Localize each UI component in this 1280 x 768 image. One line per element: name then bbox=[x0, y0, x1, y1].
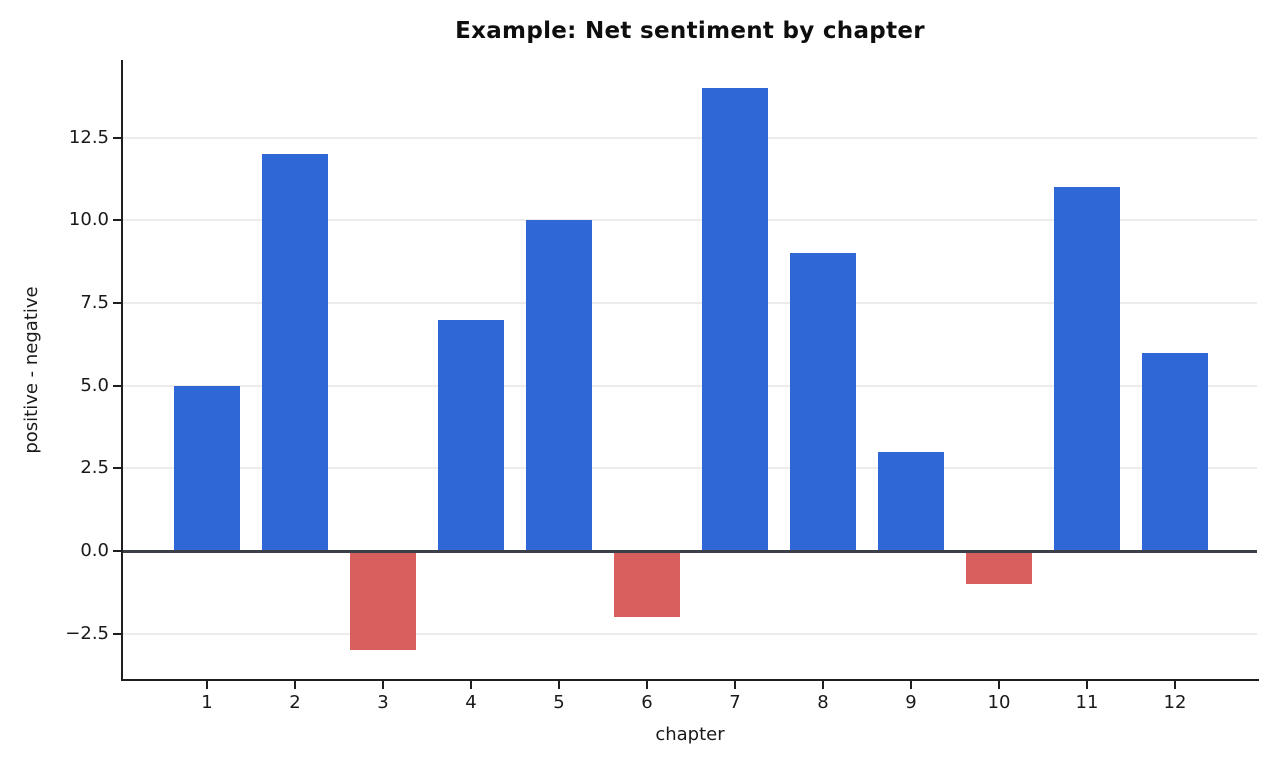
y-tick-label: 2.5 bbox=[80, 457, 109, 479]
bar-chapter-4 bbox=[438, 319, 504, 552]
y-tick-label: 5.0 bbox=[80, 374, 109, 396]
x-tick-label: 12 bbox=[1163, 692, 1187, 713]
x-tick-mark bbox=[1086, 681, 1088, 689]
bar-chapter-1 bbox=[174, 385, 240, 552]
x-tick-label: 5 bbox=[553, 692, 565, 713]
y-tick-mark bbox=[113, 467, 121, 470]
zero-line bbox=[123, 549, 1257, 553]
x-tick-label: 4 bbox=[465, 692, 477, 713]
bar-chapter-7 bbox=[702, 88, 768, 552]
x-tick-mark bbox=[470, 681, 472, 689]
x-axis-label: chapter bbox=[655, 724, 725, 745]
y-axis-spine bbox=[121, 60, 123, 681]
x-axis-spine bbox=[121, 679, 1259, 681]
x-tick-label: 1 bbox=[201, 692, 213, 713]
y-tick-label: 7.5 bbox=[80, 292, 109, 314]
chart-title: Example: Net sentiment by chapter bbox=[455, 18, 925, 44]
y-tick-mark bbox=[113, 219, 121, 222]
bar-chapter-5 bbox=[526, 220, 592, 552]
y-tick-label: 10.0 bbox=[68, 209, 109, 231]
y-tick-label: 0.0 bbox=[80, 540, 109, 562]
x-tick-mark bbox=[646, 681, 648, 689]
x-tick-mark bbox=[910, 681, 912, 689]
x-tick-mark bbox=[822, 681, 824, 689]
x-tick-mark bbox=[382, 681, 384, 689]
x-tick-label: 10 bbox=[987, 692, 1011, 713]
y-tick-label: 12.5 bbox=[68, 126, 109, 148]
gridline bbox=[123, 632, 1257, 635]
x-tick-mark bbox=[206, 681, 208, 689]
x-tick-label: 2 bbox=[289, 692, 301, 713]
bar-chapter-12 bbox=[1142, 352, 1208, 552]
bar-chapter-3 bbox=[350, 551, 416, 651]
gridline bbox=[123, 467, 1257, 470]
x-tick-mark bbox=[294, 681, 296, 689]
y-tick-mark bbox=[113, 632, 121, 635]
gridline bbox=[123, 219, 1257, 222]
plot-area bbox=[123, 60, 1257, 679]
x-tick-mark bbox=[1174, 681, 1176, 689]
x-tick-label: 9 bbox=[905, 692, 917, 713]
gridline bbox=[123, 136, 1257, 139]
y-tick-mark bbox=[113, 384, 121, 387]
x-tick-label: 8 bbox=[817, 692, 829, 713]
bar-chapter-9 bbox=[878, 451, 944, 552]
x-tick-label: 7 bbox=[729, 692, 741, 713]
gridline bbox=[123, 384, 1257, 387]
bar-chapter-11 bbox=[1054, 187, 1120, 552]
bar-chapter-6 bbox=[614, 551, 680, 618]
y-tick-mark bbox=[113, 550, 121, 553]
x-tick-mark bbox=[558, 681, 560, 689]
x-tick-label: 11 bbox=[1075, 692, 1099, 713]
y-tick-label: −2.5 bbox=[65, 622, 109, 644]
x-tick-mark bbox=[734, 681, 736, 689]
x-tick-label: 6 bbox=[641, 692, 653, 713]
y-tick-mark bbox=[113, 136, 121, 139]
gridline bbox=[123, 302, 1257, 305]
bar-chapter-8 bbox=[790, 253, 856, 552]
x-tick-mark bbox=[998, 681, 1000, 689]
bar-chapter-10 bbox=[966, 551, 1032, 585]
x-tick-label: 3 bbox=[377, 692, 389, 713]
y-tick-mark bbox=[113, 302, 121, 305]
bar-chapter-2 bbox=[262, 154, 328, 552]
